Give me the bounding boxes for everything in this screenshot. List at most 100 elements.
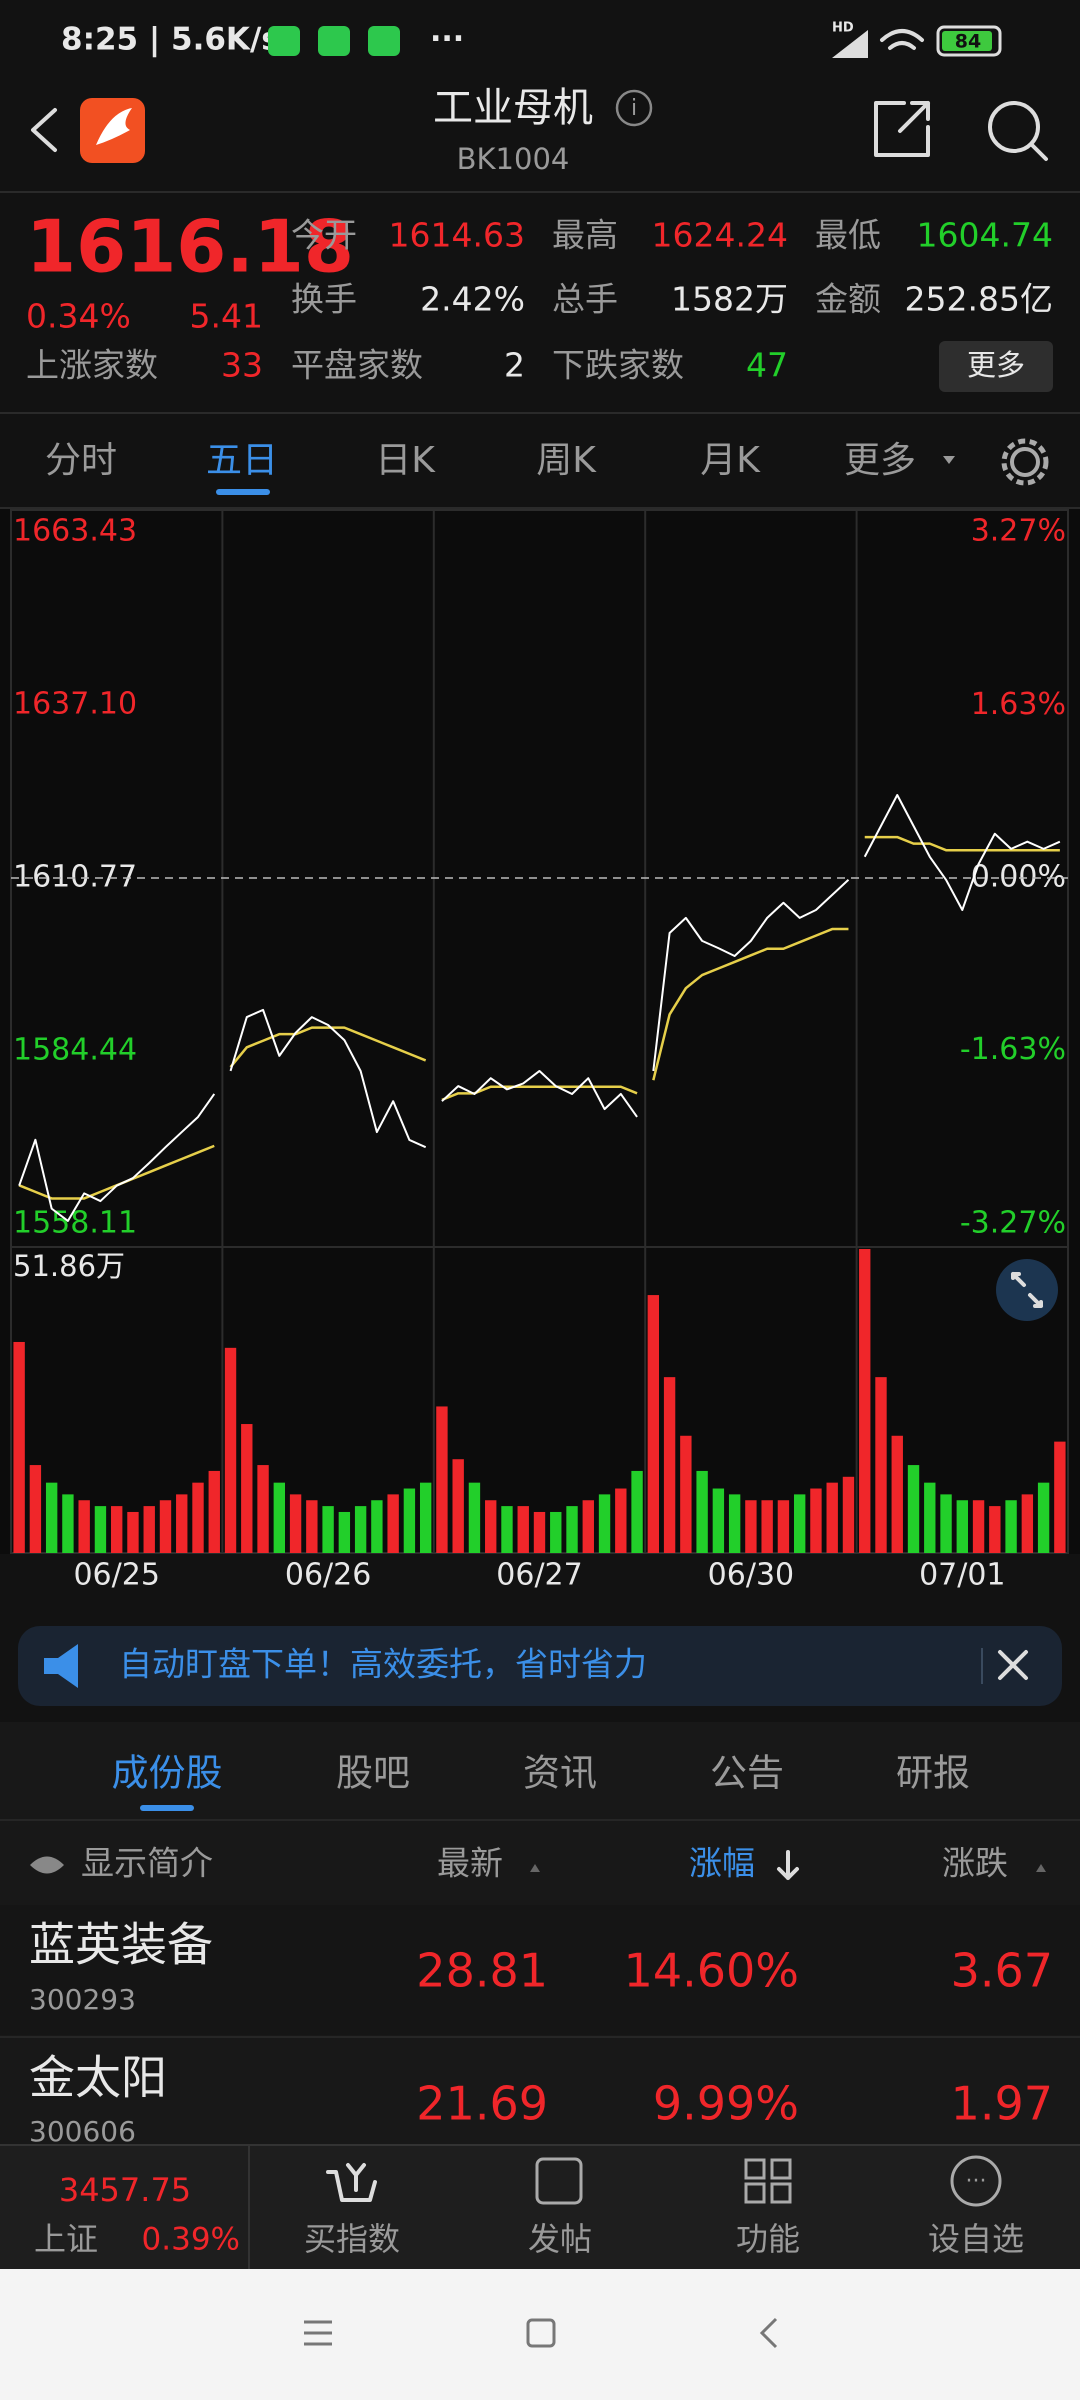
chart-tab-active[interactable]: 五日: [206, 440, 278, 481]
volume-bar: [273, 1482, 286, 1553]
page-title: 工业母机: [433, 85, 593, 131]
banner-text: 自动盯盘下单！高效委托，省时省力: [119, 1645, 647, 1684]
sort-icon: [777, 1850, 799, 1880]
expand-icon: [1011, 1272, 1043, 1308]
menu-button[interactable]: [304, 2320, 332, 2346]
x-tick-label: 06/30: [708, 1558, 794, 1593]
more-dots: ···: [430, 22, 464, 57]
nav-item[interactable]: 功能: [736, 2220, 800, 2258]
volume-bar: [728, 1494, 741, 1553]
back-button[interactable]: [31, 108, 57, 152]
average-line: [864, 835, 1060, 852]
volume-bar: [615, 1488, 627, 1553]
average-line: [229, 1026, 427, 1068]
volume-bar: [224, 1347, 237, 1553]
more-button[interactable]: [939, 341, 1053, 392]
volume-bar: [550, 1511, 562, 1553]
nav-item[interactable]: 设自选: [928, 2220, 1024, 2258]
volume-bar: [62, 1494, 74, 1553]
chart-tab[interactable]: 日K: [375, 440, 436, 481]
y2-tick-label: -1.63%: [960, 1032, 1066, 1067]
index-pct[interactable]: 0.39%: [142, 2222, 240, 2258]
volume-bar: [777, 1500, 790, 1553]
price-line: [229, 1008, 427, 1149]
list-row[interactable]: [0, 1905, 1080, 2035]
change: 5.41: [190, 297, 263, 336]
list-tab[interactable]: 研报: [896, 1752, 970, 1795]
y-tick-label: 1663.43: [13, 514, 137, 549]
stat-label: 平盘家数: [291, 346, 423, 385]
battery: [936, 25, 1002, 57]
sort-icon: [530, 1864, 540, 1872]
x-tick-label: 07/01: [919, 1558, 1005, 1593]
chart-tab[interactable]: 分时: [45, 440, 117, 481]
system-back-button[interactable]: [759, 2317, 778, 2349]
eye-icon[interactable]: [30, 1856, 64, 1874]
nav-item[interactable]: 买指数: [304, 2220, 400, 2258]
list-tab[interactable]: 股吧: [336, 1752, 410, 1795]
search-button[interactable]: [988, 101, 1040, 153]
chart-tab[interactable]: 月K: [700, 440, 761, 481]
stat-value: 1582万: [671, 280, 788, 319]
function-icon: [744, 2158, 792, 2204]
volume-bar: [566, 1506, 578, 1553]
app-icon: [368, 26, 400, 56]
volume-bar: [631, 1470, 643, 1553]
column-header[interactable]: 最新: [437, 1844, 503, 1883]
column-header[interactable]: 涨跌: [942, 1844, 1008, 1883]
chart-tab[interactable]: 更多: [844, 440, 916, 481]
app-icon: [268, 26, 300, 56]
volume-bar: [403, 1488, 416, 1553]
volume-bar: [647, 1295, 660, 1553]
volume-bar: [826, 1482, 838, 1553]
settings-button[interactable]: [1010, 447, 1040, 477]
chart-background: [0, 509, 1080, 1554]
stat-value: 33: [221, 346, 263, 385]
banner[interactable]: [18, 1626, 1062, 1706]
column-header[interactable]: 显示简介: [81, 1844, 213, 1883]
volume-bar: [761, 1500, 773, 1553]
home-button[interactable]: [526, 2318, 556, 2348]
page-code: BK1004: [457, 142, 570, 176]
info-icon[interactable]: [615, 89, 653, 127]
volume-bar: [745, 1500, 757, 1553]
banner-icon: [44, 1644, 78, 1688]
list-tab-active[interactable]: 成份股: [112, 1752, 223, 1795]
index-name[interactable]: 上证: [34, 2220, 98, 2258]
stock-code: 300606: [29, 2115, 136, 2148]
stock-code: 300293: [29, 1983, 136, 2016]
stat-label: 总手: [552, 280, 618, 319]
list-tab[interactable]: 资讯: [523, 1752, 597, 1795]
volume-bar: [1054, 1441, 1066, 1553]
list-tab[interactable]: 公告: [710, 1752, 784, 1795]
share-button[interactable]: [874, 101, 930, 157]
volume-bar: [338, 1511, 351, 1553]
expand-button[interactable]: [996, 1259, 1058, 1321]
stock-name: 蓝英装备: [29, 1918, 213, 1972]
volume-bar: [875, 1377, 887, 1553]
stat-label: 今开: [291, 216, 357, 255]
volume-bar: [78, 1500, 90, 1553]
index-value[interactable]: 3457.75: [59, 2171, 191, 2209]
stat-label: 上涨家数: [26, 346, 158, 385]
price-line: [863, 794, 1061, 911]
column-header-active[interactable]: 涨幅: [689, 1844, 755, 1883]
volume-bar: [696, 1470, 708, 1553]
volume-bar: [143, 1506, 155, 1553]
nav-item[interactable]: 发帖: [528, 2220, 592, 2258]
volume-bar: [940, 1494, 952, 1553]
volume-bar: [371, 1500, 383, 1553]
banner-close[interactable]: [998, 1650, 1028, 1680]
volume-bar: [793, 1494, 806, 1553]
y-tick-label: 1584.44: [13, 1033, 137, 1068]
stat-value: 1614.63: [389, 216, 525, 255]
volume-bar: [517, 1506, 529, 1553]
volume-bar: [176, 1494, 188, 1553]
y-tick-label: 1637.10: [13, 687, 137, 722]
volume-bar: [680, 1435, 692, 1553]
chart-tab[interactable]: 周K: [536, 440, 597, 481]
stock-price: 28.81: [416, 1944, 548, 1998]
dropdown-arrow: [943, 456, 955, 464]
volume-bar: [485, 1500, 497, 1553]
